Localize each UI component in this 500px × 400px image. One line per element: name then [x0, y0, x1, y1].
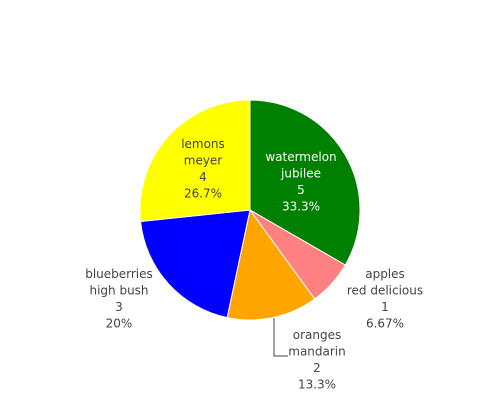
- slice-label-variety: red delicious: [347, 284, 423, 298]
- connector-line-oranges: [273, 318, 288, 357]
- slice-label-variety: meyer: [184, 154, 223, 168]
- labels-layer: watermelon jubilee 5 33.3% apples red delicio…: [85, 137, 423, 392]
- slice-label-value: 2: [313, 361, 321, 375]
- pie-slice-lemons: [139, 99, 251, 223]
- pie-slice-oranges: [226, 208, 316, 321]
- pie-slice-watermelon: [249, 99, 361, 266]
- slice-label-value: 5: [297, 183, 305, 197]
- slice-label-variety: mandarin: [288, 345, 346, 359]
- slice-label-oranges: oranges mandarin 2 13.3%: [288, 328, 346, 392]
- slice-label-apples: apples red delicious 1 6.67%: [347, 267, 423, 331]
- slice-label-watermelon: watermelon jubilee 5 33.3%: [265, 150, 336, 214]
- slice-label-lemons: lemons meyer 4 26.7%: [181, 137, 225, 201]
- slices-layer: [139, 99, 361, 321]
- connectors-layer: [273, 318, 288, 357]
- slice-label-label: lemons: [181, 137, 225, 151]
- slice-label-percent: 20%: [106, 317, 133, 331]
- slice-label-label: blueberries: [85, 267, 153, 281]
- slice-label-variety: high bush: [89, 284, 148, 298]
- slice-label-value: 4: [199, 170, 207, 184]
- slice-label-label: oranges: [293, 328, 342, 342]
- slice-label-percent: 13.3%: [298, 378, 336, 392]
- slice-label-value: 3: [115, 300, 123, 314]
- slice-label-variety: jubilee: [280, 167, 321, 181]
- slice-label-label: watermelon: [265, 150, 336, 164]
- slice-label-percent: 6.67%: [366, 317, 404, 331]
- slice-label-blueberries: blueberries high bush 3 20%: [85, 267, 153, 331]
- pie-slice-blueberries: [140, 209, 251, 319]
- slice-label-label: apples: [365, 267, 405, 281]
- slice-label-value: 1: [381, 300, 389, 314]
- slice-label-percent: 26.7%: [184, 187, 222, 201]
- slice-label-percent: 33.3%: [282, 200, 320, 214]
